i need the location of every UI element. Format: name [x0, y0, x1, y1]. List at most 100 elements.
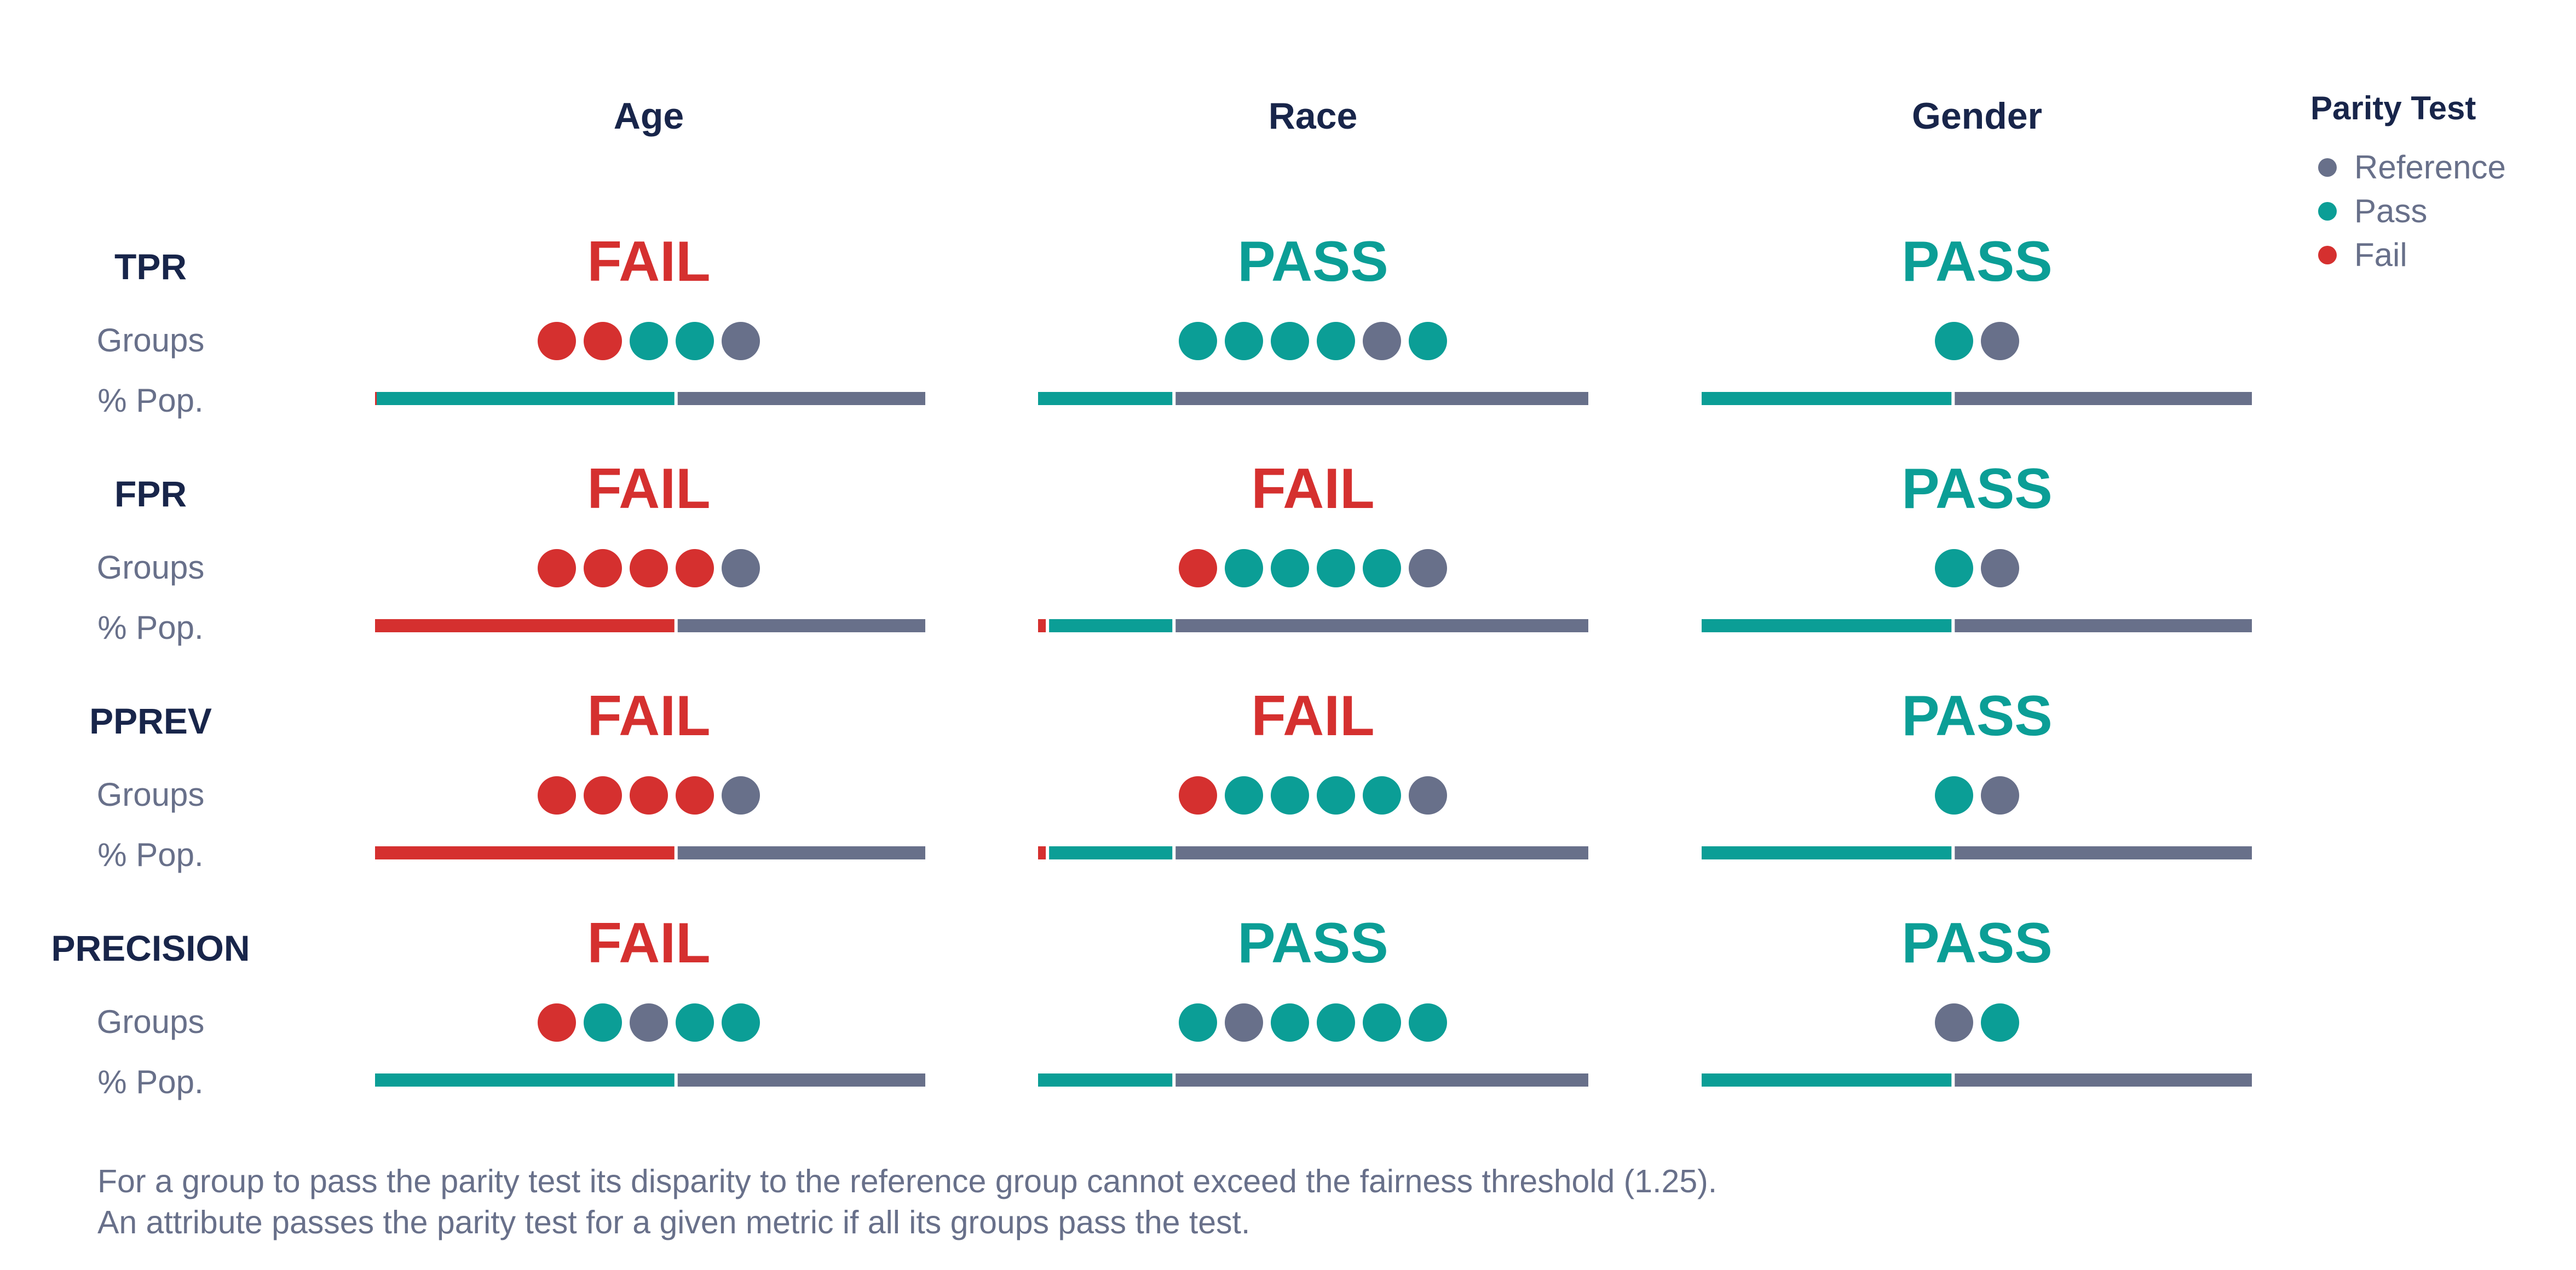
group-dot-fail [538, 1003, 576, 1042]
group-dot-pass [1317, 549, 1355, 587]
cell-pprev-race: FAIL [1038, 684, 1588, 859]
group-dot-pass [1409, 322, 1447, 360]
population-segment-pass [1049, 619, 1173, 632]
group-dot-fail [584, 549, 622, 587]
cell-tpr-age: FAIL [375, 230, 925, 405]
legend-label-fail: Fail [2354, 236, 2407, 273]
population-segment-reference [1955, 619, 2252, 632]
footnote-line-1: For a group to pass the parity test its … [97, 1163, 1717, 1199]
legend-marker-reference [2318, 158, 2337, 177]
groups-row-label: Groups [97, 549, 205, 586]
group-dot-fail [538, 776, 576, 815]
population-segment-fail [375, 392, 377, 405]
group-dot-fail [584, 776, 622, 815]
legend-marker-fail [2318, 246, 2337, 264]
population-segment-reference [1955, 1073, 2252, 1087]
group-dot-pass [1225, 322, 1263, 360]
group-dot-pass [1317, 776, 1355, 815]
population-row-label: % Pop. [97, 609, 203, 646]
group-dot-pass [1363, 1003, 1401, 1042]
group-dot-pass [584, 1003, 622, 1042]
group-dot-fail [584, 322, 622, 360]
metric-grid: TPR Groups % Pop. FAIL PASS PASS FPR Groups % Po… [51, 230, 2252, 1100]
attribute-titles: Age Race Gender [614, 95, 2042, 137]
group-dot-pass [1317, 1003, 1355, 1042]
legend-label-pass: Pass [2354, 193, 2427, 229]
attribute-title-age: Age [614, 95, 684, 137]
verdict-pass: PASS [1901, 911, 2053, 975]
verdict-fail: FAIL [587, 684, 710, 748]
cell-fpr-age: FAIL [375, 457, 925, 632]
population-segment-fail [1038, 846, 1046, 859]
group-dot-pass [1363, 776, 1401, 815]
cell-pprev-gender: PASS [1702, 684, 2252, 859]
attribute-title-race: Race [1269, 95, 1358, 137]
population-segment-pass [1049, 846, 1173, 859]
group-dot-pass [1935, 776, 1973, 815]
cell-precision-age: FAIL [375, 911, 925, 1087]
attribute-title-gender: Gender [1912, 95, 2042, 137]
verdict-fail: FAIL [587, 230, 710, 293]
group-dot-pass [1935, 549, 1973, 587]
verdict-pass: PASS [1237, 911, 1388, 975]
verdict-pass: PASS [1237, 230, 1388, 293]
metric-label-tpr: TPR [114, 246, 187, 287]
population-segment-fail [375, 846, 675, 859]
population-segment-pass [375, 1073, 675, 1087]
verdict-pass: PASS [1901, 684, 2053, 748]
metric-label-pprev: PPREV [89, 701, 212, 741]
metric-row-tpr: TPR Groups % Pop. FAIL PASS PASS [97, 230, 2252, 419]
group-dot-reference [1409, 549, 1447, 587]
population-row-label: % Pop. [97, 382, 203, 419]
group-dot-reference [722, 776, 760, 815]
group-dot-pass [1981, 1003, 2019, 1042]
group-dot-pass [1225, 549, 1263, 587]
cell-fpr-race: FAIL [1038, 457, 1588, 632]
population-segment-reference [1175, 1073, 1588, 1087]
metric-label-precision: PRECISION [51, 928, 250, 968]
population-segment-pass [1702, 846, 1952, 859]
cell-precision-gender: PASS [1702, 911, 2252, 1087]
legend-items: Reference Pass Fail [2318, 149, 2506, 273]
group-dot-reference [1981, 549, 2019, 587]
population-segment-fail [1038, 619, 1046, 632]
group-dot-fail [1179, 776, 1217, 815]
population-segment-reference [1175, 392, 1588, 405]
metric-row-precision: PRECISION Groups % Pop. FAIL PASS PASS [51, 911, 2252, 1100]
group-dot-pass [1271, 322, 1309, 360]
group-dot-pass [1225, 776, 1263, 815]
population-segment-reference [677, 619, 925, 632]
group-dot-pass [1271, 549, 1309, 587]
legend-title: Parity Test [2310, 90, 2476, 126]
group-dot-pass [1271, 776, 1309, 815]
cell-tpr-race: PASS [1038, 230, 1588, 405]
group-dot-reference [1981, 776, 2019, 815]
verdict-pass: PASS [1901, 457, 2053, 521]
population-row-label: % Pop. [97, 836, 203, 873]
group-dot-pass [722, 1003, 760, 1042]
group-dot-fail [538, 322, 576, 360]
verdict-pass: PASS [1901, 230, 2053, 293]
group-dot-pass [1409, 1003, 1447, 1042]
population-segment-pass [1038, 1073, 1173, 1087]
group-dot-pass [1271, 1003, 1309, 1042]
population-segment-fail [375, 619, 675, 632]
population-segment-reference [1175, 846, 1588, 859]
group-dot-fail [630, 776, 668, 815]
group-dot-reference [722, 549, 760, 587]
verdict-fail: FAIL [1251, 457, 1374, 521]
metric-label-fpr: FPR [114, 474, 187, 514]
group-dot-pass [676, 1003, 714, 1042]
group-dot-fail [1179, 549, 1217, 587]
group-dot-fail [676, 549, 714, 587]
footnote-line-2: An attribute passes the parity test for … [97, 1204, 1250, 1240]
cell-tpr-gender: PASS [1702, 230, 2252, 405]
group-dot-reference [722, 322, 760, 360]
population-segment-reference [677, 846, 925, 859]
footnote: For a group to pass the parity test its … [97, 1163, 1717, 1240]
population-segment-pass [1702, 619, 1952, 632]
verdict-fail: FAIL [1251, 684, 1374, 748]
population-segment-reference [1955, 846, 2252, 859]
group-dot-reference [1935, 1003, 1973, 1042]
